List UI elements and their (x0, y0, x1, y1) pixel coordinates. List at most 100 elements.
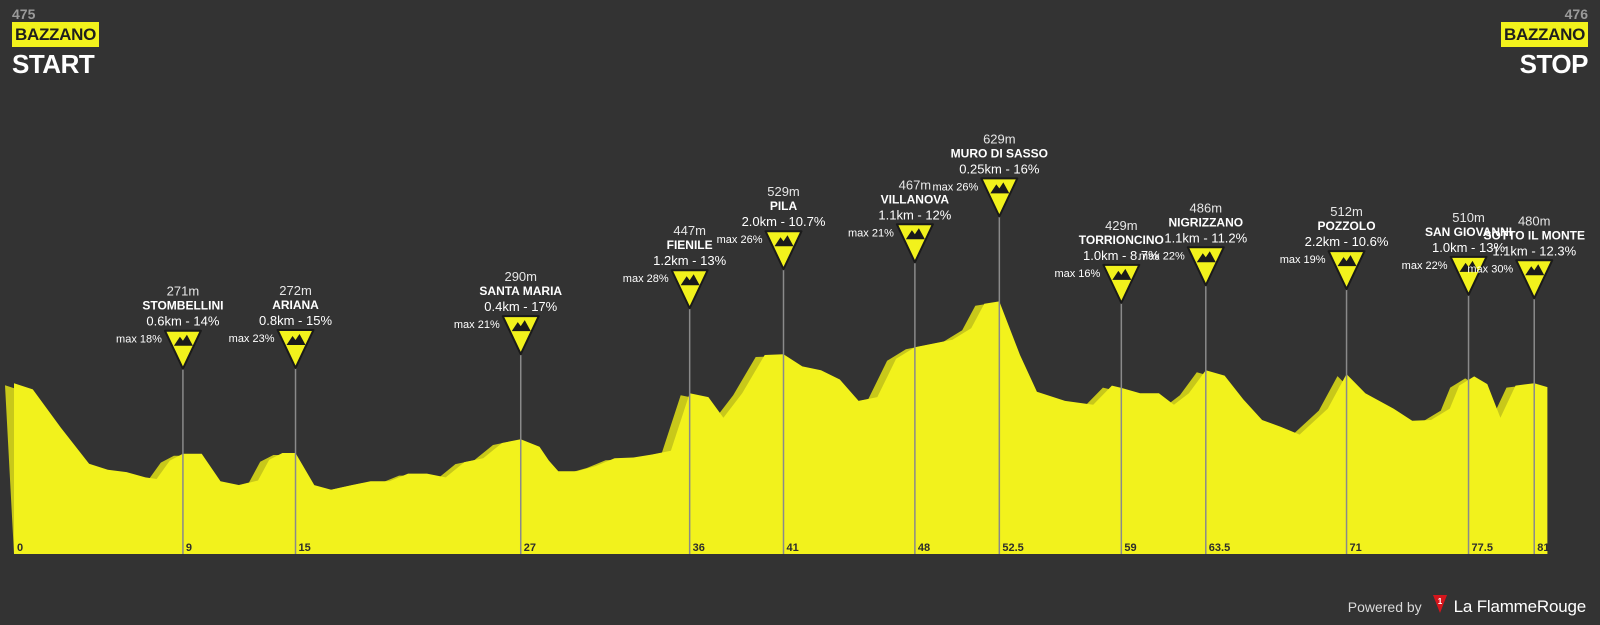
climb-max-gradient: max 23% (229, 333, 275, 345)
climb-name: TORRIONCINO (1079, 233, 1164, 247)
climb-elevation: 271m (167, 284, 200, 299)
climb-triangle-icon (501, 315, 540, 356)
flamme-rouge-logo-icon: 1 (1432, 594, 1448, 619)
climb-max-gradient: max 22% (1139, 250, 1185, 262)
x-tick-label: 71 (1350, 542, 1362, 554)
finish-number: 476 (1564, 6, 1588, 22)
climb-name: PILA (770, 199, 798, 213)
climb-max-gradient: max 19% (1280, 254, 1326, 266)
climb-elevation: 486m (1190, 200, 1223, 215)
mountain-icon (1196, 251, 1216, 263)
climb-max-gradient: max 30% (1467, 263, 1513, 275)
x-tick-label: 36 (693, 542, 705, 554)
climb-triangle-icon (1186, 246, 1225, 287)
climb-max-gradient: max 21% (454, 319, 500, 331)
climb-triangle-icon (1327, 250, 1366, 291)
mountain-icon (286, 333, 306, 345)
climb-elevation: 629m (983, 131, 1016, 146)
x-tick-label: 15 (299, 542, 311, 554)
start-town-badge: BAZZANO (12, 22, 99, 47)
climb-stats: 0.4km - 17% (484, 299, 557, 314)
mountain-icon (680, 274, 700, 286)
climb-stats: 0.8km - 15% (259, 313, 332, 328)
climb-name: MURO DI SASSO (951, 146, 1048, 160)
climb-max-gradient: max 26% (717, 234, 763, 246)
climb-max-gradient: max 28% (623, 273, 669, 285)
climb-elevation: 510m (1452, 210, 1485, 225)
climb-name: SANTA MARIA (479, 284, 562, 298)
start-label: START (12, 49, 95, 79)
climb-stats: 1.1km - 12.3% (1492, 243, 1576, 258)
climb-name: NIGRIZZANO (1168, 215, 1243, 229)
climb-stats: 1.1km - 11.2% (1164, 230, 1247, 245)
climb-name: ARIANA (272, 298, 319, 312)
climb-stats: 0.6km - 14% (146, 314, 219, 329)
climb-stats: 1.0km - 8.7% (1083, 248, 1160, 263)
climb-stats: 2.2km - 10.6% (1305, 234, 1389, 249)
svg-text:1: 1 (1437, 597, 1442, 606)
brand-name: La FlammeRouge (1453, 596, 1587, 616)
climb-triangle-icon (276, 328, 315, 369)
climb-elevation: 290m (504, 269, 537, 284)
climb-elevation: 272m (279, 283, 312, 298)
climb-triangle-icon (895, 223, 934, 264)
climb-triangle-icon (163, 329, 202, 370)
x-tick-label: 52.5 (1002, 542, 1023, 554)
climb-max-gradient: max 21% (848, 227, 894, 239)
x-tick-label: 63.5 (1209, 542, 1230, 554)
mountain-icon (1337, 255, 1357, 267)
climb-name: POZZOLO (1318, 219, 1376, 233)
x-tick-label: 48 (918, 542, 930, 554)
climb-name: VILLANOVA (881, 192, 950, 206)
climb-stats: 0.25km - 16% (959, 161, 1040, 176)
mountain-icon (173, 334, 193, 346)
x-tick-label: 0 (17, 542, 23, 554)
climb-name: FIENILE (667, 238, 713, 252)
powered-by-text: Powered by (1347, 598, 1422, 615)
climb-triangle-icon (764, 230, 803, 271)
x-tick-label: 27 (524, 542, 536, 554)
start-block: 475 BAZZANO START (12, 6, 99, 81)
finish-block: 476 BAZZANO STOP (1501, 6, 1589, 81)
mountain-icon (1112, 268, 1132, 280)
mountain-icon (511, 320, 531, 332)
mountain-icon (774, 235, 794, 247)
climb-elevation: 480m (1518, 213, 1551, 228)
x-tick-label: 59 (1124, 542, 1136, 554)
climb-stats: 1.1km - 12% (878, 207, 951, 222)
climb-stats: 2.0km - 10.7% (742, 214, 826, 229)
climb-stats: 1.0km - 13% (1432, 240, 1505, 255)
climb-name: SOTTO IL MONTE (1483, 228, 1585, 242)
x-tick-label: 81 (1537, 542, 1549, 554)
climb-triangle-icon (1102, 263, 1141, 304)
x-tick-label: 41 (787, 542, 799, 554)
climb-max-gradient: max 18% (116, 334, 162, 346)
climb-triangle-icon (670, 269, 709, 310)
footer-credit: Powered by 1 La FlammeRouge (1348, 594, 1586, 619)
x-tick-label: 9 (186, 542, 192, 554)
climb-elevation: 447m (673, 223, 706, 238)
start-number: 475 (12, 6, 36, 22)
finish-town-badge: BAZZANO (1501, 22, 1588, 47)
climb-triangle-icon (980, 177, 1019, 218)
x-tick-label: 77.5 (1472, 542, 1493, 554)
climb-elevation: 529m (767, 184, 800, 199)
mountain-icon (990, 182, 1010, 194)
climb-stats: 1.2km - 13% (653, 253, 726, 268)
climb-max-gradient: max 22% (1402, 260, 1448, 272)
climb-triangle-icon (1449, 255, 1488, 296)
climb-name: STOMBELLINI (142, 299, 223, 313)
mountain-icon (905, 228, 925, 240)
climb-name: SAN GIOVANNI (1425, 225, 1512, 239)
